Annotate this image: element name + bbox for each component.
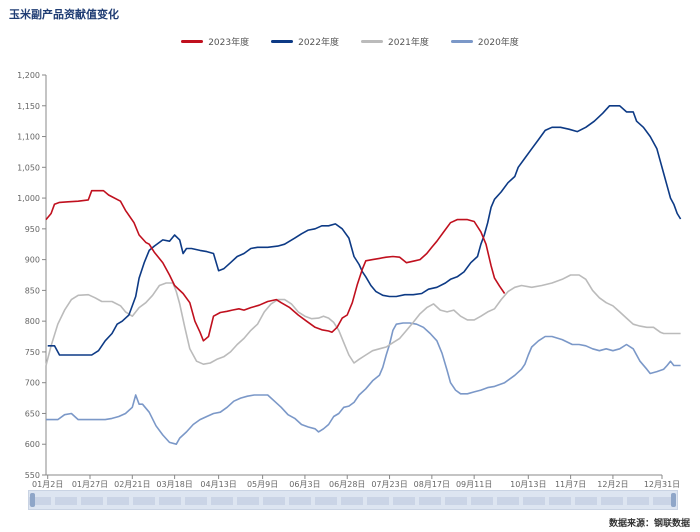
- chart-legend: 2023年度 2022年度 2021年度 2020年度: [0, 35, 700, 48]
- chart-zoom-scrollbar[interactable]: [28, 490, 678, 510]
- x-tick-label: 08月17日: [414, 480, 450, 489]
- x-tick-label: 09月11日: [456, 480, 492, 489]
- series-line-2022年度: [47, 105, 682, 356]
- y-tick-label: 950: [25, 225, 40, 234]
- legend-swatch-2022: [271, 40, 294, 43]
- legend-label-2023: 2023年度: [208, 38, 250, 48]
- series-line-2023年度: [45, 189, 506, 342]
- x-tick-label: 03月18日: [156, 480, 192, 489]
- legend-label-2020: 2020年度: [477, 38, 519, 48]
- x-tick-label: 01月27日: [72, 480, 108, 489]
- x-tick-label: 02月21日: [114, 480, 150, 489]
- legend-label-2021: 2021年度: [388, 38, 429, 48]
- y-tick-label: 550: [25, 471, 40, 480]
- legend-item-2020[interactable]: 2020年度: [450, 35, 519, 48]
- legend-label-2022: 2022年度: [298, 38, 339, 48]
- x-tick-label: 12月31日: [644, 480, 680, 489]
- y-tick-label: 1,050: [17, 163, 40, 172]
- series-line-2020年度: [46, 322, 681, 445]
- zoom-handle-left[interactable]: [30, 493, 35, 507]
- y-tick-label: 900: [25, 256, 40, 265]
- y-tick-label: 1,200: [17, 71, 40, 80]
- y-tick-label: 1,100: [17, 133, 40, 142]
- data-source: 数据来源：钢联数据: [608, 519, 690, 529]
- x-tick-label: 10月13日: [510, 480, 546, 489]
- y-tick-label: 800: [25, 317, 40, 326]
- legend-swatch-2021: [361, 40, 383, 43]
- line-chart: 550 600 650 700 750 800 850 900 950 1,000 1,050 1,1…: [17, 71, 682, 489]
- series-line-2021年度: [45, 274, 681, 366]
- legend-swatch-2023: [181, 40, 204, 43]
- x-tick-label: 06月28日: [329, 480, 365, 489]
- y-tick-label: 700: [25, 379, 40, 388]
- x-tick-label: 06月3日: [289, 480, 320, 489]
- x-tick-label: 01月2日: [32, 480, 63, 489]
- zoom-handle-right[interactable]: [671, 493, 676, 507]
- x-tick-label: 04月13日: [200, 480, 236, 489]
- zoom-preview-pattern: [29, 497, 677, 505]
- x-tick-label: 11月7日: [555, 480, 586, 489]
- legend-swatch-2020: [450, 40, 473, 43]
- y-tick-label: 1,000: [17, 194, 40, 203]
- page-title: 玉米副产品资献值变化: [9, 8, 119, 21]
- legend-item-2022[interactable]: 2022年度: [271, 35, 339, 48]
- legend-item-2023[interactable]: 2023年度: [181, 35, 249, 48]
- legend-item-2021[interactable]: 2021年度: [361, 35, 429, 48]
- x-tick-label: 07月23日: [371, 480, 407, 489]
- y-tick-label: 850: [25, 286, 40, 295]
- x-tick-label: 05月9日: [247, 480, 278, 489]
- y-tick-label: 600: [25, 440, 40, 449]
- y-tick-label: 650: [25, 409, 40, 418]
- y-tick-label: 750: [25, 348, 40, 357]
- y-tick-label: 1,150: [17, 102, 40, 111]
- x-tick-label: 12月2日: [597, 480, 628, 489]
